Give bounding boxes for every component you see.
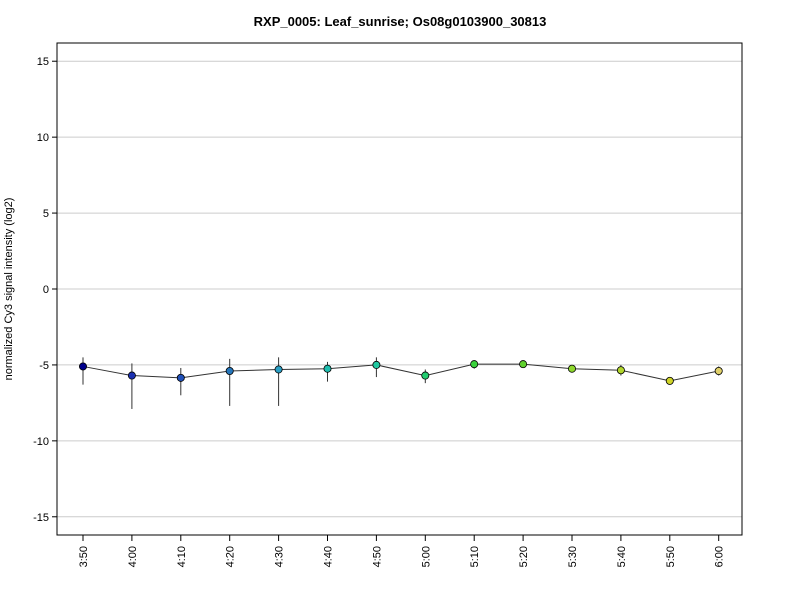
x-tick-label: 4:20 — [225, 546, 237, 567]
y-tick-label: -15 — [33, 512, 49, 524]
x-tick-label: 4:50 — [371, 546, 383, 567]
data-point — [714, 366, 723, 375]
x-tick-label: 4:10 — [176, 546, 188, 567]
data-point — [79, 362, 88, 371]
data-point — [225, 366, 234, 375]
grid-layer — [57, 60, 742, 518]
data-point — [421, 371, 430, 380]
x-tick-label: 3:50 — [78, 546, 90, 567]
axis-layer: 15 10 5 0 -5 -10 -15 3:50 4:00 4:10 4:20 4:30 4:40 4:… — [33, 56, 726, 567]
y-tick-label: -10 — [33, 436, 49, 448]
data-points — [79, 360, 723, 385]
y-tick-label: 15 — [37, 56, 49, 68]
data-point — [274, 365, 283, 374]
data-point — [616, 366, 625, 375]
x-tick-label: 5:10 — [469, 546, 481, 567]
data-point — [568, 364, 577, 373]
data-point — [127, 371, 136, 380]
chart-title: RXP_0005: Leaf_sunrise; Os08g0103900_308… — [254, 14, 547, 29]
data-point — [470, 360, 479, 369]
x-tick-label: 5:20 — [518, 546, 530, 567]
y-tick-label: -5 — [39, 360, 49, 372]
series-line-layer — [82, 363, 719, 382]
y-axis-label: normalized Cy3 signal intensity (log2) — [3, 198, 15, 381]
x-tick-label: 6:00 — [714, 546, 726, 567]
y-tick-label: 10 — [37, 132, 49, 144]
x-tick-label: 5:00 — [420, 546, 432, 567]
x-tick-label: 5:30 — [567, 546, 579, 567]
data-point — [176, 373, 185, 382]
x-tick-label: 4:30 — [274, 546, 286, 567]
series-line — [82, 363, 719, 382]
y-tick-label: 0 — [43, 284, 49, 296]
x-tick-label: 4:40 — [323, 546, 335, 567]
x-tick-label: 5:40 — [616, 546, 628, 567]
data-point — [665, 376, 674, 385]
x-tick-label: 5:50 — [665, 546, 677, 567]
x-tick-label: 4:00 — [127, 546, 139, 567]
data-point — [323, 364, 332, 373]
data-point — [372, 360, 381, 369]
data-point — [519, 360, 528, 369]
y-tick-label: 5 — [43, 208, 49, 220]
